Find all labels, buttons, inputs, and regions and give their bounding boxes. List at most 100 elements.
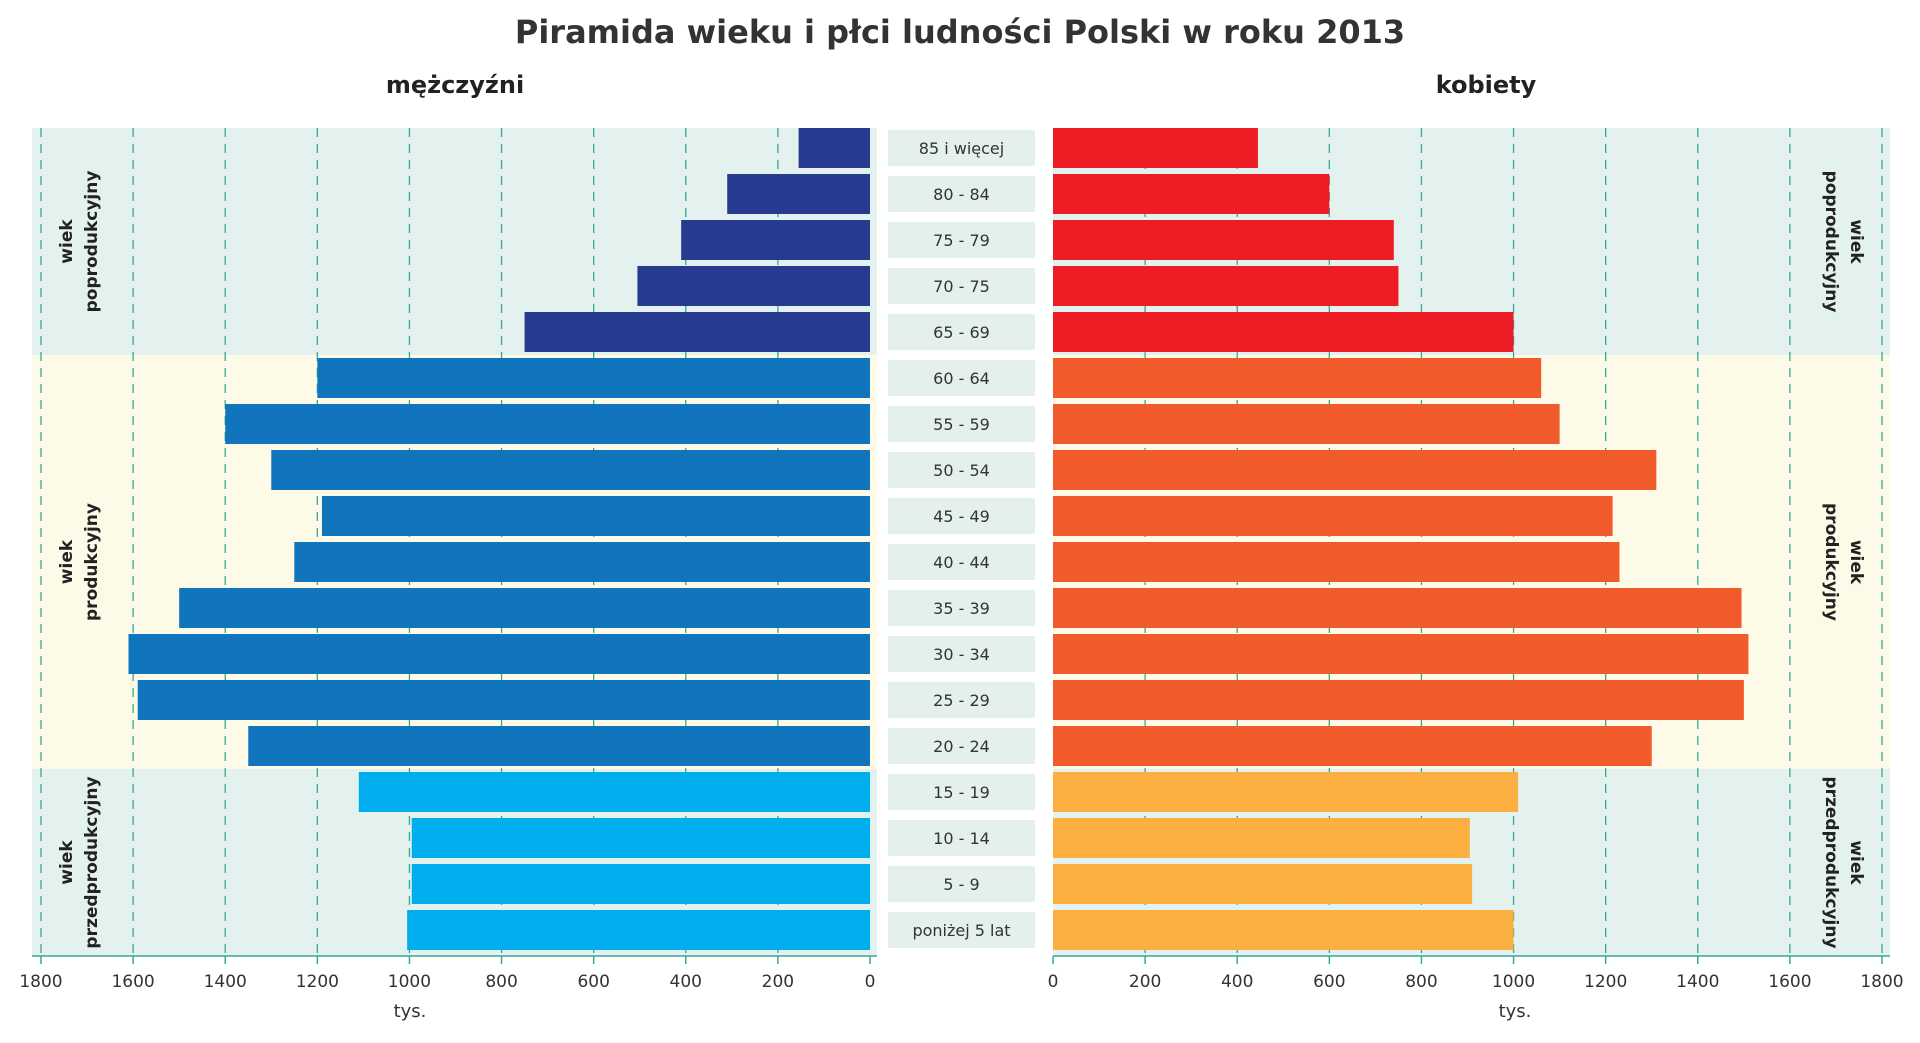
age-label-box-15-19 xyxy=(888,774,1035,810)
bar-men-50-54 xyxy=(271,450,870,490)
x-axis-label-left: tys. xyxy=(394,1001,427,1022)
bar-women-80-84 xyxy=(1053,174,1330,214)
tick-label-left-400: 400 xyxy=(670,972,702,992)
group-label-right-wiek-poprodukcyjny: wiekpoprodukcyjny xyxy=(1821,171,1866,313)
age-label-5-9: 5 - 9 xyxy=(943,875,979,894)
bar-men-70-75 xyxy=(637,266,870,306)
series-title-women: kobiety xyxy=(1436,71,1537,99)
age-label-20-24: 20 - 24 xyxy=(933,737,990,756)
bar-women-35-39 xyxy=(1053,588,1742,628)
age-label-30-34: 30 - 34 xyxy=(933,645,990,664)
bar-women-10-14 xyxy=(1053,818,1470,858)
age-label-10-14: 10 - 14 xyxy=(933,829,990,848)
age-label-35-39: 35 - 39 xyxy=(933,599,990,618)
age-label-box-70-75 xyxy=(888,268,1035,304)
bar-men-45-49 xyxy=(321,496,870,536)
group-label-right-wiek-produkcyjny: wiekprodukcyjny xyxy=(1821,503,1866,621)
tick-label-right-1400: 1400 xyxy=(1676,972,1719,992)
age-label-box-85-i-więcej xyxy=(888,130,1035,166)
age-label-box-55-59 xyxy=(888,406,1035,442)
tick-label-right-600: 600 xyxy=(1313,972,1345,992)
series-title-men: mężczyźni xyxy=(386,71,524,99)
age-label-box-75-79 xyxy=(888,222,1035,258)
bar-women-55-59 xyxy=(1053,404,1560,444)
bar-men-75-79 xyxy=(681,220,870,260)
tick-label-right-1200: 1200 xyxy=(1584,972,1627,992)
bar-men-35-39 xyxy=(179,588,870,628)
age-label-70-75: 70 - 75 xyxy=(933,277,990,296)
tick-label-left-200: 200 xyxy=(762,972,794,992)
bar-women-75-79 xyxy=(1053,220,1394,260)
bar-women-85-i-więcej xyxy=(1053,128,1258,168)
axes: 0 0 200 200 400 400 600 600 800 800 1000 1000 1200 12… xyxy=(19,955,1904,992)
age-label-box-40-44 xyxy=(888,544,1035,580)
tick-label-right-400: 400 xyxy=(1221,972,1253,992)
tick-label-right-0: 0 xyxy=(1048,972,1059,992)
bar-men-5-9 xyxy=(411,864,870,904)
bar-women-poniżej-5-lat xyxy=(1053,910,1514,950)
bar-men-poniżej-5-lat xyxy=(407,910,870,950)
tick-label-left-1000: 1000 xyxy=(388,972,431,992)
x-axis-label-right: tys. xyxy=(1499,1001,1532,1022)
group-label-left-wiek-przedprodukcyjny: wiek przedprodukcyjny xyxy=(57,776,102,948)
age-label-box-10-14 xyxy=(888,820,1035,856)
tick-label-left-600: 600 xyxy=(577,972,609,992)
age-label-40-44: 40 - 44 xyxy=(933,553,990,572)
tick-label-right-1800: 1800 xyxy=(1860,972,1903,992)
bar-men-25-29 xyxy=(137,680,870,720)
bar-women-20-24 xyxy=(1053,726,1652,766)
bar-women-30-34 xyxy=(1053,634,1749,674)
age-label-box-60-64 xyxy=(888,360,1035,396)
age-label-box-5-9 xyxy=(888,866,1035,902)
bar-women-65-69 xyxy=(1053,312,1514,352)
age-label-85-i-więcej: 85 i więcej xyxy=(919,139,1004,158)
bar-men-40-44 xyxy=(294,542,870,582)
group-label-left-wiek-produkcyjny: wiek produkcyjny xyxy=(57,503,102,621)
age-label-box-poniżej-5-lat xyxy=(888,912,1035,948)
group-label-left-wiek-poprodukcyjny: wiek poprodukcyjny xyxy=(57,171,102,313)
bars xyxy=(128,128,1749,950)
group-label-right-wiek-przedprodukcyjny: wiekprzedprodukcyjny xyxy=(1821,776,1866,948)
chart-title: Piramida wieku i płci ludności Polski w … xyxy=(515,13,1405,51)
bar-women-40-44 xyxy=(1053,542,1620,582)
bar-men-10-14 xyxy=(411,818,870,858)
bar-men-80-84 xyxy=(727,174,870,214)
age-label-box-80-84 xyxy=(888,176,1035,212)
tick-label-left-1800: 1800 xyxy=(19,972,62,992)
age-label-75-79: 75 - 79 xyxy=(933,231,990,250)
age-label-55-59: 55 - 59 xyxy=(933,415,990,434)
age-label-box-20-24 xyxy=(888,728,1035,764)
age-label-box-35-39 xyxy=(888,590,1035,626)
bar-women-50-54 xyxy=(1053,450,1657,490)
tick-label-left-800: 800 xyxy=(485,972,517,992)
age-label-poniżej-5-lat: poniżej 5 lat xyxy=(912,921,1010,940)
tick-label-right-1000: 1000 xyxy=(1492,972,1535,992)
bar-women-15-19 xyxy=(1053,772,1519,812)
age-label-box-25-29 xyxy=(888,682,1035,718)
tick-label-right-1600: 1600 xyxy=(1768,972,1811,992)
tick-label-left-1400: 1400 xyxy=(204,972,247,992)
tick-label-left-0: 0 xyxy=(865,972,876,992)
bar-men-65-69 xyxy=(524,312,870,352)
age-label-box-65-69 xyxy=(888,314,1035,350)
bar-women-25-29 xyxy=(1053,680,1744,720)
bar-women-60-64 xyxy=(1053,358,1542,398)
age-label-box-30-34 xyxy=(888,636,1035,672)
age-labels: 85 i więcej 80 - 84 75 - 79 70 - 75 65 - 69 6… xyxy=(888,130,1035,948)
bar-women-45-49 xyxy=(1053,496,1613,536)
age-label-45-49: 45 - 49 xyxy=(933,507,990,526)
tick-label-left-1200: 1200 xyxy=(296,972,339,992)
tick-label-right-800: 800 xyxy=(1405,972,1437,992)
tick-label-right-200: 200 xyxy=(1129,972,1161,992)
age-label-15-19: 15 - 19 xyxy=(933,783,990,802)
bar-men-60-64 xyxy=(317,358,870,398)
bar-men-85-i-więcej xyxy=(798,128,870,168)
age-label-80-84: 80 - 84 xyxy=(933,185,990,204)
age-label-65-69: 65 - 69 xyxy=(933,323,990,342)
bar-men-55-59 xyxy=(225,404,870,444)
bar-women-5-9 xyxy=(1053,864,1473,904)
age-label-50-54: 50 - 54 xyxy=(933,461,990,480)
tick-label-left-1600: 1600 xyxy=(111,972,154,992)
